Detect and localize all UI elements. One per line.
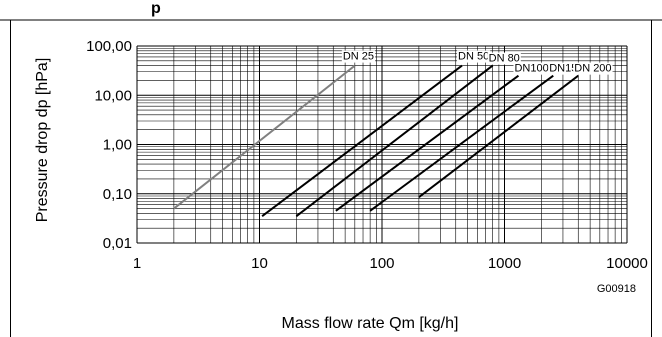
series-label-dn-50: DN 50 [458,51,489,63]
series-line-dn100 [335,74,520,212]
x-axis-title: Mass flow rate Qm [kg/h] [282,315,459,332]
series-label-background [513,62,550,75]
series-label-dn-200: DN 200 [574,63,611,75]
figure-code: G00918 [597,283,636,295]
series-label-dn100: DN100 [514,63,548,75]
series-line-dn-80 [295,64,494,217]
y-tick-label: 10,00 [94,87,132,104]
grid [136,45,628,244]
series-label-dn-25: DN 25 [343,51,374,63]
series-label-background [487,52,521,65]
x-tick-label: 100 [369,255,394,272]
y-tick-label: 1,00 [103,137,132,154]
x-tick-label: 10000 [606,255,648,272]
series-line-dn-200 [418,74,579,199]
x-tick-label: 1000 [488,255,521,272]
series-line-dn-50 [261,64,463,217]
series-label-background [341,50,376,63]
x-tick-label: 10 [251,255,268,272]
series-label-background [573,62,613,75]
y-tick-label: 0,10 [103,186,132,203]
series-label-dn-80: DN 80 [489,53,520,65]
series-line-dn-25 [173,64,356,210]
y-axis-title: Pressure drop dp [hPa] [34,58,51,223]
x-tick-label: 1 [133,255,141,272]
series-label-background [457,50,491,63]
axes: 1 10 100 1000 10000 0,01 0,10 1,00 10,00 100,00 [86,38,648,272]
y-tick-label: 0,01 [103,235,132,252]
series-lines [173,64,579,217]
heading-fragment: p [151,0,161,17]
y-tick-label: 100,00 [86,38,132,55]
series-line-dn150 [369,74,554,212]
